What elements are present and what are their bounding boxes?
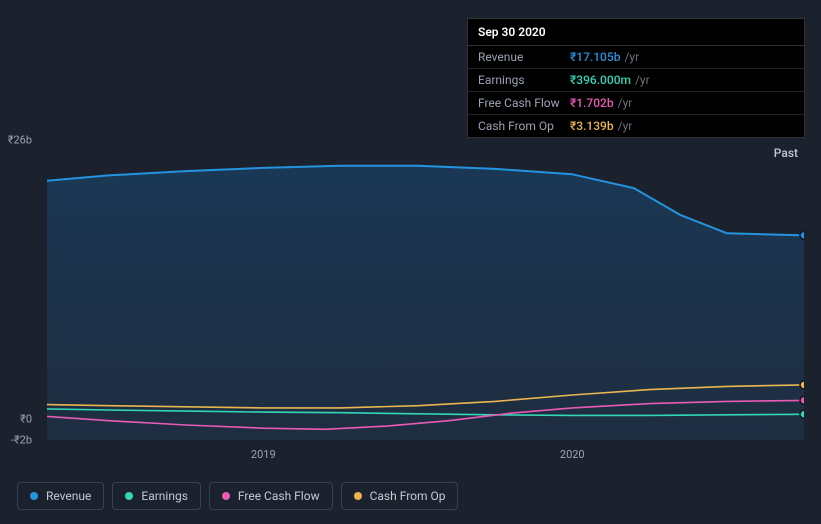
x-axis-tick: 2020 [560,448,585,461]
tooltip-row-value: ₹1.702b [570,96,614,110]
tooltip-row: Earnings₹396.000m/yr [468,69,804,92]
tooltip-row-unit: /yr [624,50,639,64]
tooltip-row-unit: /yr [635,73,650,87]
legend-item-label: Cash From Op [370,489,446,503]
legend-item[interactable]: Free Cash Flow [209,482,333,510]
tooltip-row: Revenue₹17.105b/yr [468,46,804,69]
chart-svg [47,140,804,440]
legend-item[interactable]: Revenue [17,482,104,510]
tooltip-row-label: Free Cash Flow [478,96,570,110]
tooltip-row-label: Earnings [478,73,570,87]
legend-dot-icon [354,492,362,500]
y-axis-tick: ₹0 [20,412,32,425]
y-axis-tick: ₹26b [8,134,32,147]
legend-dot-icon [125,492,133,500]
line-chart: Past ₹26b₹0-₹2b20192020 [17,120,804,450]
legend-item-label: Earnings [141,489,188,503]
tooltip-row-value: ₹396.000m [570,73,631,87]
legend-item-label: Revenue [46,489,91,503]
tooltip-row-value: ₹17.105b [570,50,620,64]
y-axis-tick: -₹2b [11,434,32,447]
tooltip-date: Sep 30 2020 [468,19,804,46]
tooltip-row-unit: /yr [618,96,633,110]
legend: Revenue Earnings Free Cash Flow Cash From O… [17,482,458,510]
legend-dot-icon [222,492,230,500]
x-axis-tick: 2019 [251,448,276,461]
legend-dot-icon [30,492,38,500]
legend-item-label: Free Cash Flow [238,489,320,503]
legend-item[interactable]: Earnings [112,482,201,510]
legend-item[interactable]: Cash From Op [341,482,459,510]
tooltip-row: Free Cash Flow₹1.702b/yr [468,92,804,115]
tooltip-row-label: Revenue [478,50,570,64]
